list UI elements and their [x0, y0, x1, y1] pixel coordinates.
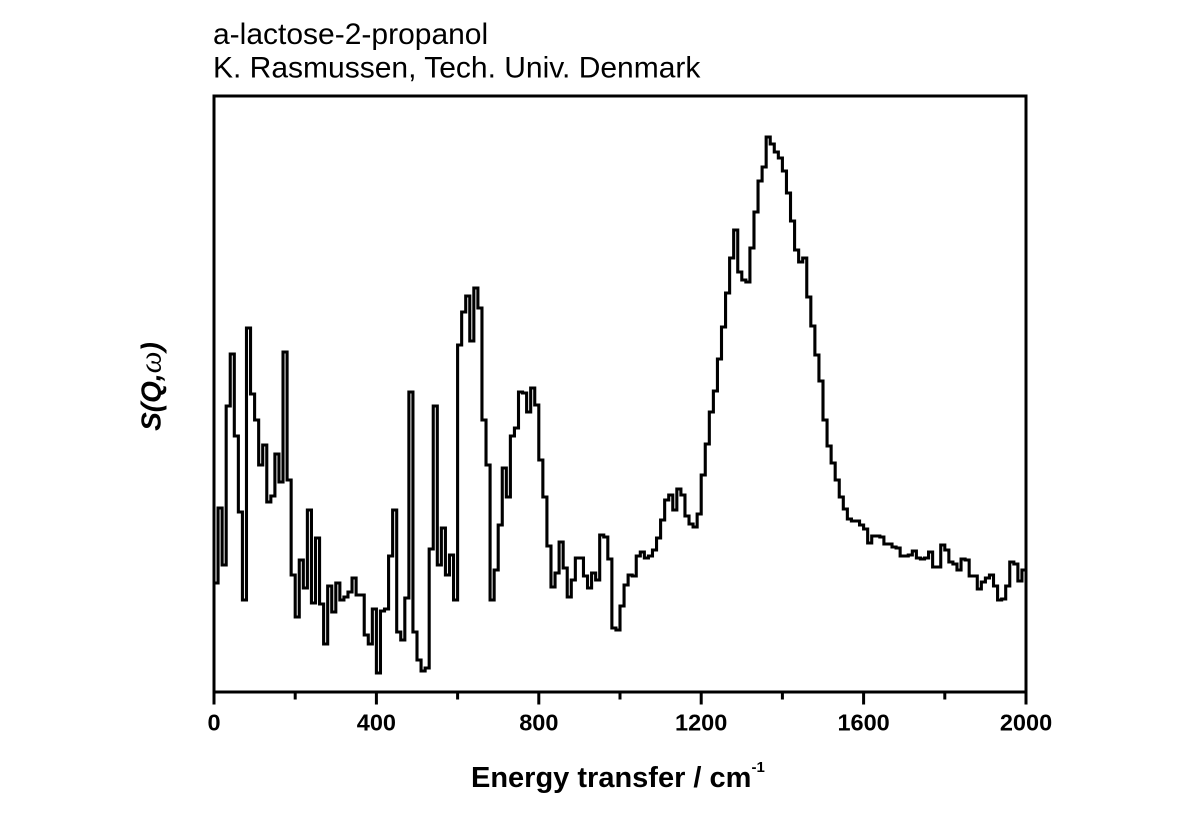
svg-text:1600: 1600	[837, 710, 889, 736]
svg-text:0: 0	[207, 710, 220, 736]
svg-text:Energy transfer / cm-1: Energy transfer / cm-1	[471, 759, 765, 794]
svg-text:a-lactose-2-propanol: a-lactose-2-propanol	[213, 18, 488, 51]
svg-text:K. Rasmussen, Tech. Univ. Denm: K. Rasmussen, Tech. Univ. Denmark	[213, 52, 701, 85]
svg-text:400: 400	[357, 710, 396, 736]
svg-text:800: 800	[519, 710, 558, 736]
svg-text:1200: 1200	[675, 710, 727, 736]
svg-text:2000: 2000	[1000, 710, 1052, 736]
svg-text:S(Q,ω): S(Q,ω)	[133, 342, 168, 431]
